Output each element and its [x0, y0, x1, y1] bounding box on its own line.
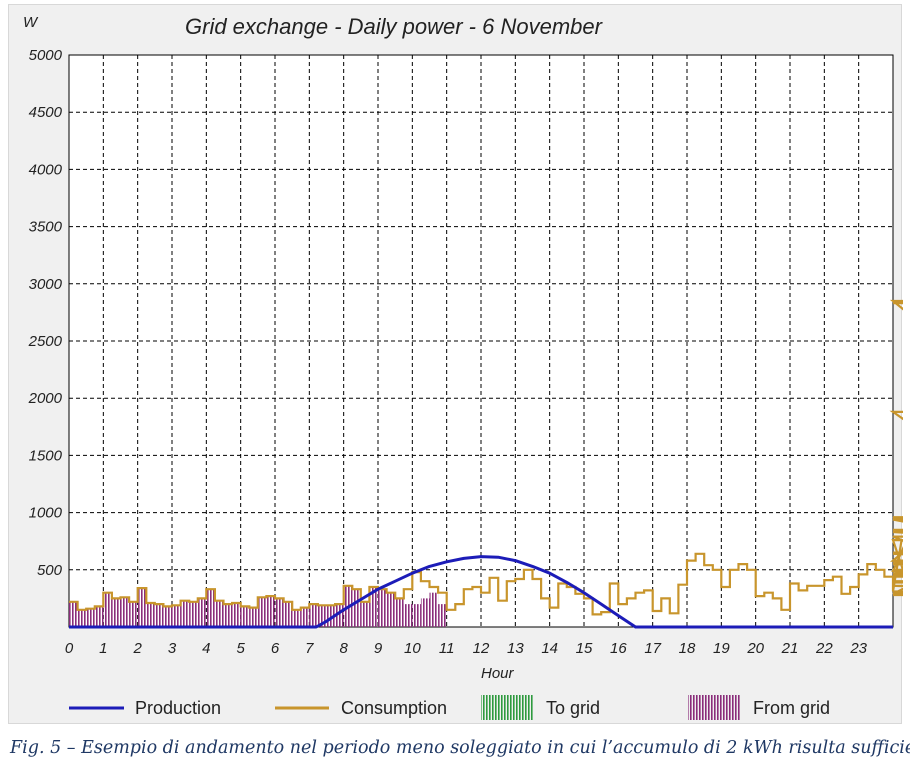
- from-grid-bar: [300, 607, 310, 627]
- chart-svg: Grid exchange - Daily power - 6 November…: [23, 14, 903, 720]
- legend-from-grid-swatch: [688, 695, 741, 720]
- x-tick-label: 21: [781, 640, 799, 657]
- x-tick-label: 18: [679, 640, 696, 657]
- consumption-line: [69, 299, 903, 616]
- x-tick-label: 3: [168, 640, 177, 657]
- legend-to-grid-swatch: [481, 695, 534, 720]
- y-tick-label: 3500: [29, 219, 63, 236]
- from-grid-bar: [317, 605, 327, 627]
- x-tick-label: 7: [305, 640, 314, 657]
- y-tick-label: 2500: [28, 333, 63, 350]
- from-grid-bar: [420, 598, 430, 627]
- x-tick-label: 8: [339, 640, 348, 657]
- x-tick-label: 5: [236, 640, 245, 657]
- from-grid-bar: [429, 592, 439, 627]
- from-grid-bar: [214, 600, 224, 627]
- x-tick-label: 19: [713, 640, 730, 657]
- from-grid-bar: [69, 601, 78, 627]
- chart-legend: Production Consumption To grid From grid: [69, 695, 830, 720]
- x-tick-label: 9: [374, 640, 383, 657]
- y-tick-labels: 500 1000 1500 2000 2500 3000 3500 4000 4500 5000: [28, 47, 63, 579]
- from-grid-bar: [438, 604, 447, 627]
- x-tick-label: 4: [202, 640, 210, 657]
- from-grid-bar: [146, 602, 155, 627]
- from-grid-bar: [129, 601, 138, 627]
- from-grid-bar: [412, 604, 421, 627]
- from-grid-bar: [111, 598, 121, 627]
- from-grid-bar: [163, 606, 172, 627]
- from-grid-bar: [197, 598, 207, 627]
- x-tick-label: 6: [271, 640, 280, 657]
- from-grid-bar: [275, 598, 284, 627]
- y-tick-label: 1500: [29, 447, 63, 464]
- y-tick-label: 4000: [29, 161, 63, 178]
- from-grid-bar: [386, 592, 396, 627]
- y-tick-label: 2000: [28, 390, 63, 407]
- from-grid-bar: [223, 604, 233, 627]
- legend-production-label: Production: [135, 698, 221, 718]
- from-grid-bar: [378, 589, 387, 627]
- from-grid-bar: [257, 597, 267, 627]
- y-tick-label: 4500: [29, 104, 63, 121]
- from-grid-bar: [206, 589, 215, 627]
- x-tick-label: 10: [404, 640, 421, 657]
- from-grid-bar: [335, 604, 344, 627]
- x-tick-label: 13: [507, 640, 524, 657]
- legend-to-grid-label: To grid: [546, 698, 600, 718]
- x-tick-label: 20: [746, 640, 764, 657]
- from-grid-bar: [86, 608, 95, 627]
- from-grid-bar: [180, 600, 190, 627]
- y-tick-label: 1000: [29, 505, 63, 522]
- from-grid-bar: [232, 602, 241, 627]
- x-tick-label: 22: [815, 640, 833, 657]
- from-grid-bar: [266, 596, 275, 627]
- x-tick-label: 17: [644, 640, 661, 657]
- y-tick-label: 5000: [29, 47, 63, 64]
- from-grid-bar: [326, 605, 336, 627]
- from-grid-bar: [240, 606, 250, 627]
- chart-title: Grid exchange - Daily power - 6 November: [185, 14, 604, 39]
- figure-caption: Fig. 5 – Esempio di andamento nel period…: [10, 738, 910, 758]
- from-grid-bar: [292, 609, 301, 627]
- from-grid-bar: [403, 604, 413, 627]
- from-grid-bar: [352, 589, 361, 627]
- legend-from-grid-label: From grid: [753, 698, 830, 718]
- legend-consumption-label: Consumption: [341, 698, 447, 718]
- from-grid-bar: [309, 604, 318, 627]
- x-tick-label: 23: [849, 640, 867, 657]
- y-tick-label: 500: [37, 562, 63, 579]
- from-grid-bar: [77, 609, 87, 627]
- from-grid-bar: [103, 592, 112, 627]
- from-grid-bar: [154, 604, 164, 627]
- from-grid-bar: [120, 597, 130, 627]
- from-grid-bar: [172, 605, 181, 627]
- production-series: [69, 555, 893, 629]
- x-tick-label: 2: [132, 640, 142, 657]
- x-tick-labels: 0 1 2 3 4 5 6 7 8 9 10 11 12 13 14 15 16 17 18 19 20 21 22 23: [65, 640, 868, 657]
- from-grid-bar: [189, 601, 198, 627]
- from-grid-bar: [369, 586, 378, 627]
- x-tick-label: 15: [576, 640, 593, 657]
- x-tick-label: 0: [65, 640, 74, 657]
- x-tick-label: 11: [439, 640, 455, 657]
- x-tick-label: 1: [99, 640, 107, 657]
- y-axis-unit-label: W: [23, 14, 39, 31]
- x-tick-label: 12: [473, 640, 490, 657]
- from-grid-bar: [137, 588, 147, 627]
- x-tick-label: 14: [541, 640, 558, 657]
- from-grid-bar: [94, 606, 104, 627]
- production-line: [69, 555, 893, 629]
- chart-frame: Grid exchange - Daily power - 6 November…: [8, 4, 903, 724]
- from-grid-bar: [249, 607, 258, 627]
- from-grid-bar: [283, 601, 293, 627]
- from-grid-bar: [395, 598, 404, 627]
- consumption-series: [69, 299, 903, 616]
- x-axis-label: Hour: [481, 665, 515, 682]
- x-tick-label: 16: [610, 640, 627, 657]
- y-tick-label: 3000: [29, 276, 63, 293]
- from-grid-bar: [360, 601, 370, 627]
